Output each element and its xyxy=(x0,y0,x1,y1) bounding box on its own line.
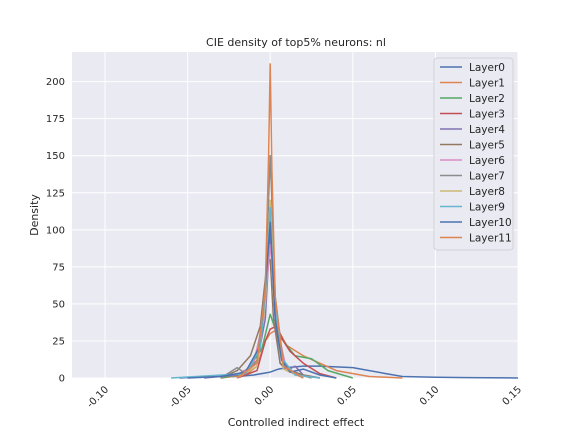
chart-title: CIE density of top5% neurons: nl xyxy=(206,36,386,49)
y-tick-label: 200 xyxy=(46,77,65,88)
legend-box xyxy=(433,57,514,251)
x-tick-label: -0.10 xyxy=(85,384,111,410)
legend-label: Layer11 xyxy=(469,232,512,244)
y-tick-label: 175 xyxy=(46,114,65,125)
legend-label: Layer2 xyxy=(469,93,505,105)
legend-label: Layer5 xyxy=(469,139,505,151)
legend-label: Layer0 xyxy=(469,62,505,74)
y-tick-label: 75 xyxy=(52,262,65,273)
legend-label: Layer3 xyxy=(469,108,505,120)
x-tick-label: 0.15 xyxy=(501,384,525,408)
x-tick-label: 0.05 xyxy=(335,384,359,408)
legend-label: Layer10 xyxy=(469,217,512,229)
y-tick-label: 50 xyxy=(52,299,65,310)
y-tick-label: 25 xyxy=(52,336,65,347)
series-line-layer8 xyxy=(236,199,304,379)
legend: Layer0 Layer1 Layer2 Layer3 Layer4 Layer5 Laye… xyxy=(433,57,514,251)
legend-label: Layer8 xyxy=(469,186,505,198)
y-tick-label: 125 xyxy=(46,188,65,199)
x-tick-label: 0.00 xyxy=(253,384,277,408)
y-tick-label: 0 xyxy=(59,374,65,385)
y-axis-label: Density xyxy=(28,194,41,236)
y-tick-label: 100 xyxy=(46,225,65,236)
x-tick-label: -0.05 xyxy=(168,384,194,410)
x-tick-label: 0.10 xyxy=(418,384,442,408)
legend-label: Layer4 xyxy=(469,124,505,136)
legend-label: Layer7 xyxy=(469,170,505,182)
legend-label: Layer1 xyxy=(469,77,505,89)
series-line-layer11 xyxy=(236,63,304,379)
legend-label: Layer9 xyxy=(469,201,505,213)
series-line-layer10 xyxy=(187,221,337,379)
y-tick-label: 150 xyxy=(46,151,65,162)
legend-label: Layer6 xyxy=(469,155,505,167)
series-line-layer9 xyxy=(171,206,320,379)
x-axis-label: Controlled indirect effect xyxy=(228,416,365,429)
